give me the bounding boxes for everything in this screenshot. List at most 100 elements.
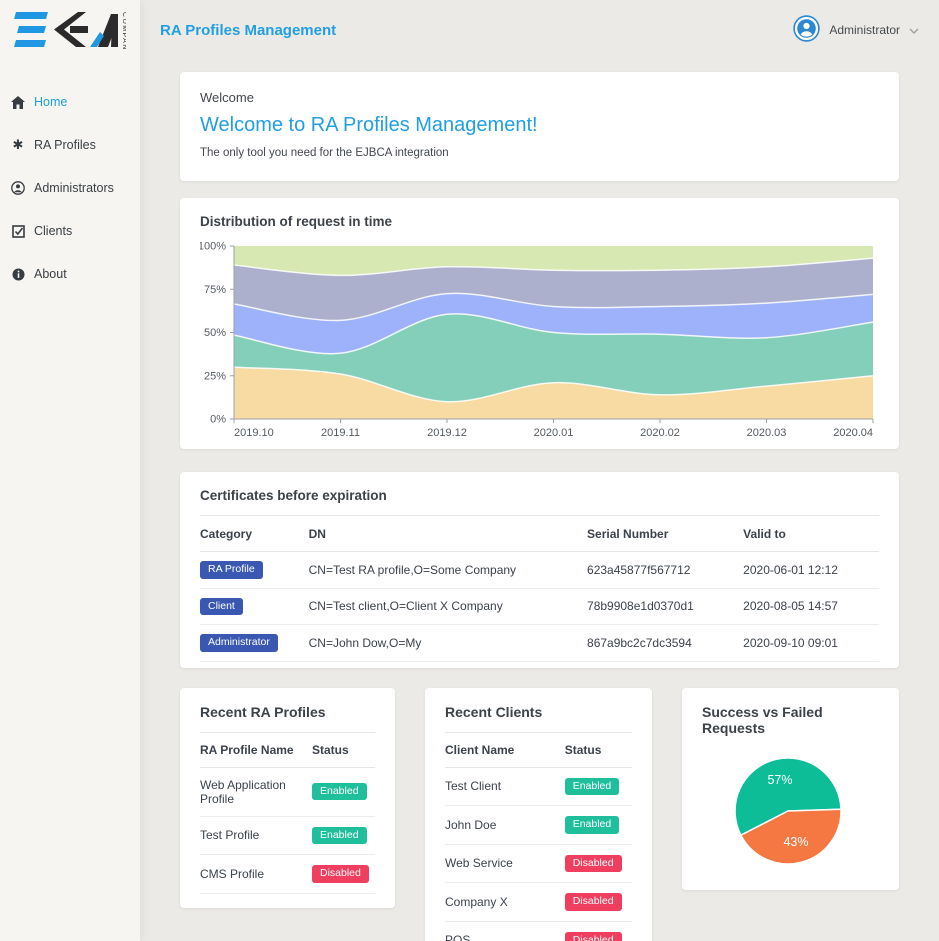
serial-number-cell: 623a45877f567712 [587, 551, 744, 589]
y-tick-label: 100% [200, 241, 226, 253]
valid-to-cell: 2020-08-05 14:57 [743, 588, 879, 625]
name-cell: CMS Profile [200, 854, 312, 894]
table-row: Web Application Profile Enabled [200, 767, 375, 817]
column-header: Serial Number [587, 516, 744, 552]
column-header: Status [312, 732, 375, 768]
avatar[interactable] [793, 15, 821, 45]
orange-layer [234, 367, 873, 419]
status-cell: Disabled [564, 844, 632, 883]
status-badge: Enabled [564, 777, 620, 795]
content: Welcome Welcome to RA Profiles Managemen… [140, 51, 939, 941]
status-badge: Disabled [564, 854, 622, 872]
bottom-row: Recent RA Profiles RA Profile Name Statu… [180, 687, 899, 941]
table-row: Administrator CN=John Dow,O=My 867a9bc2c7d… [200, 624, 879, 662]
sidebar-item-home[interactable]: Home [11, 84, 140, 120]
column-header: Category [200, 516, 309, 552]
green-layer [234, 246, 873, 276]
valid-to-cell: 2020-06-01 12:12 [743, 551, 879, 589]
status-badge: Disabled [312, 865, 369, 883]
status-cell: Disabled [564, 921, 632, 941]
column-header: Client Name [445, 732, 565, 768]
page-header: RA Profiles Management Administrator [140, 0, 939, 51]
status-badge: Disabled [564, 931, 622, 941]
category-badge: Administrator [200, 634, 278, 652]
x-tick-label: 2020.01 [534, 427, 574, 439]
recent-ra-profiles-card: Recent RA Profiles RA Profile Name Statu… [180, 687, 395, 908]
welcome-card: Welcome Welcome to RA Profiles Managemen… [180, 72, 899, 181]
name-cell: POS [445, 921, 565, 941]
sidebar-item-clients[interactable]: Clients [11, 213, 140, 249]
category-cell: Administrator [200, 624, 309, 662]
table-row: Test Client Enabled [445, 767, 632, 806]
serial-number-cell: 867a9bc2c7dc3594 [587, 624, 744, 662]
column-header: RA Profile Name [200, 732, 312, 768]
name-cell: John Doe [445, 805, 565, 845]
table-header-row: Client Name Status [445, 732, 632, 768]
status-cell: Enabled [312, 816, 375, 855]
sidebar-item-label: Clients [34, 224, 73, 238]
status-badge: Disabled [564, 893, 622, 911]
table-row: RA Profile CN=Test RA profile,O=Some Comp… [200, 551, 879, 589]
table-row: Company X Disabled [445, 882, 632, 922]
status-badge: Enabled [312, 826, 367, 844]
pie-slice [734, 756, 842, 836]
column-header: Status [564, 732, 632, 768]
category-badge: RA Profile [200, 561, 263, 579]
table-header-row: RA Profile Name Status [200, 732, 375, 768]
x-tick-label: 2019.12 [427, 427, 467, 439]
dn-cell: CN=Test RA profile,O=Some Company [308, 551, 588, 589]
user-menu[interactable]: Administrator [793, 15, 919, 45]
y-tick-label: 50% [204, 327, 226, 339]
pie-chart: 57% 43% [734, 756, 842, 865]
blue-layer [234, 293, 873, 354]
column-header: DN [308, 516, 588, 552]
pie-slice-label: 57% [767, 773, 792, 787]
table-row: John Doe Enabled [445, 805, 632, 845]
certificates-table: Category DN Serial Number Valid to RA Pr… [200, 516, 879, 662]
x-tick-label: 2019.10 [234, 427, 274, 439]
distribution-title: Distribution of request in time [200, 214, 393, 229]
success-failed-card: Success vs Failed Requests 57% 43% [682, 687, 899, 890]
status-badge: Enabled [564, 816, 620, 834]
y-tick-label: 25% [204, 370, 226, 382]
x-tick-label: 2019.11 [321, 427, 360, 439]
x-tick-label: 2020.03 [747, 427, 787, 439]
stacked-area-chart: 0% 25% 50% 75% 100% 2019.10 2019.11 2019.12 2020… [200, 241, 874, 439]
status-badge: Enabled [312, 782, 367, 801]
category-badge: Client [200, 597, 243, 615]
layer-boundary [233, 366, 874, 403]
x-tick-label: 2020.04 [833, 427, 873, 439]
recent-ra-profiles-table: RA Profile Name Status Web Application P… [200, 732, 375, 894]
info-circle-icon [11, 267, 25, 281]
page-title: RA Profiles Management [160, 21, 337, 39]
sidebar-item-label: RA Profiles [34, 138, 96, 152]
valid-to-cell: 2020-09-10 09:01 [743, 624, 879, 662]
table-row: Web Service Disabled [445, 844, 632, 883]
certificates-title: Certificates before expiration [200, 488, 879, 516]
layer-boundary [233, 313, 874, 355]
table-row: POS Disabled [445, 921, 632, 941]
user-circle-icon [11, 181, 25, 195]
dn-cell: CN=Test client,O=Client X Company [308, 588, 588, 625]
sidebar-item-about[interactable]: About [11, 256, 140, 292]
welcome-subtitle: The only tool you need for the EJBCA int… [200, 147, 449, 159]
company-logo[interactable]: COMPANY [14, 9, 132, 57]
status-cell: Enabled [564, 767, 632, 806]
teal-layer [234, 313, 873, 402]
table-header-row: Category DN Serial Number Valid to [200, 516, 879, 552]
x-tick-label: 2020.02 [640, 427, 680, 439]
home-icon [11, 95, 25, 109]
sidebar-item-ra-profiles[interactable]: ✱ RA Profiles [11, 127, 140, 163]
sidebar-item-label: Administrators [34, 181, 114, 195]
table-row: Test Profile Enabled [200, 816, 375, 855]
category-cell: RA Profile [200, 551, 309, 589]
distribution-card: Distribution of request in time 0% 25% 50%… [180, 198, 899, 449]
pie-slice [740, 807, 842, 865]
sidebar-item-administrators[interactable]: Administrators [11, 170, 140, 206]
recent-clients-card: Recent Clients Client Name Status Test C… [425, 687, 652, 941]
side-nav: Home ✱ RA Profiles Administrators [0, 84, 140, 299]
column-header: Valid to [743, 516, 879, 552]
y-tick-label: 0% [210, 414, 226, 426]
layer-boundary [233, 257, 874, 277]
asterisk-icon: ✱ [12, 137, 24, 153]
